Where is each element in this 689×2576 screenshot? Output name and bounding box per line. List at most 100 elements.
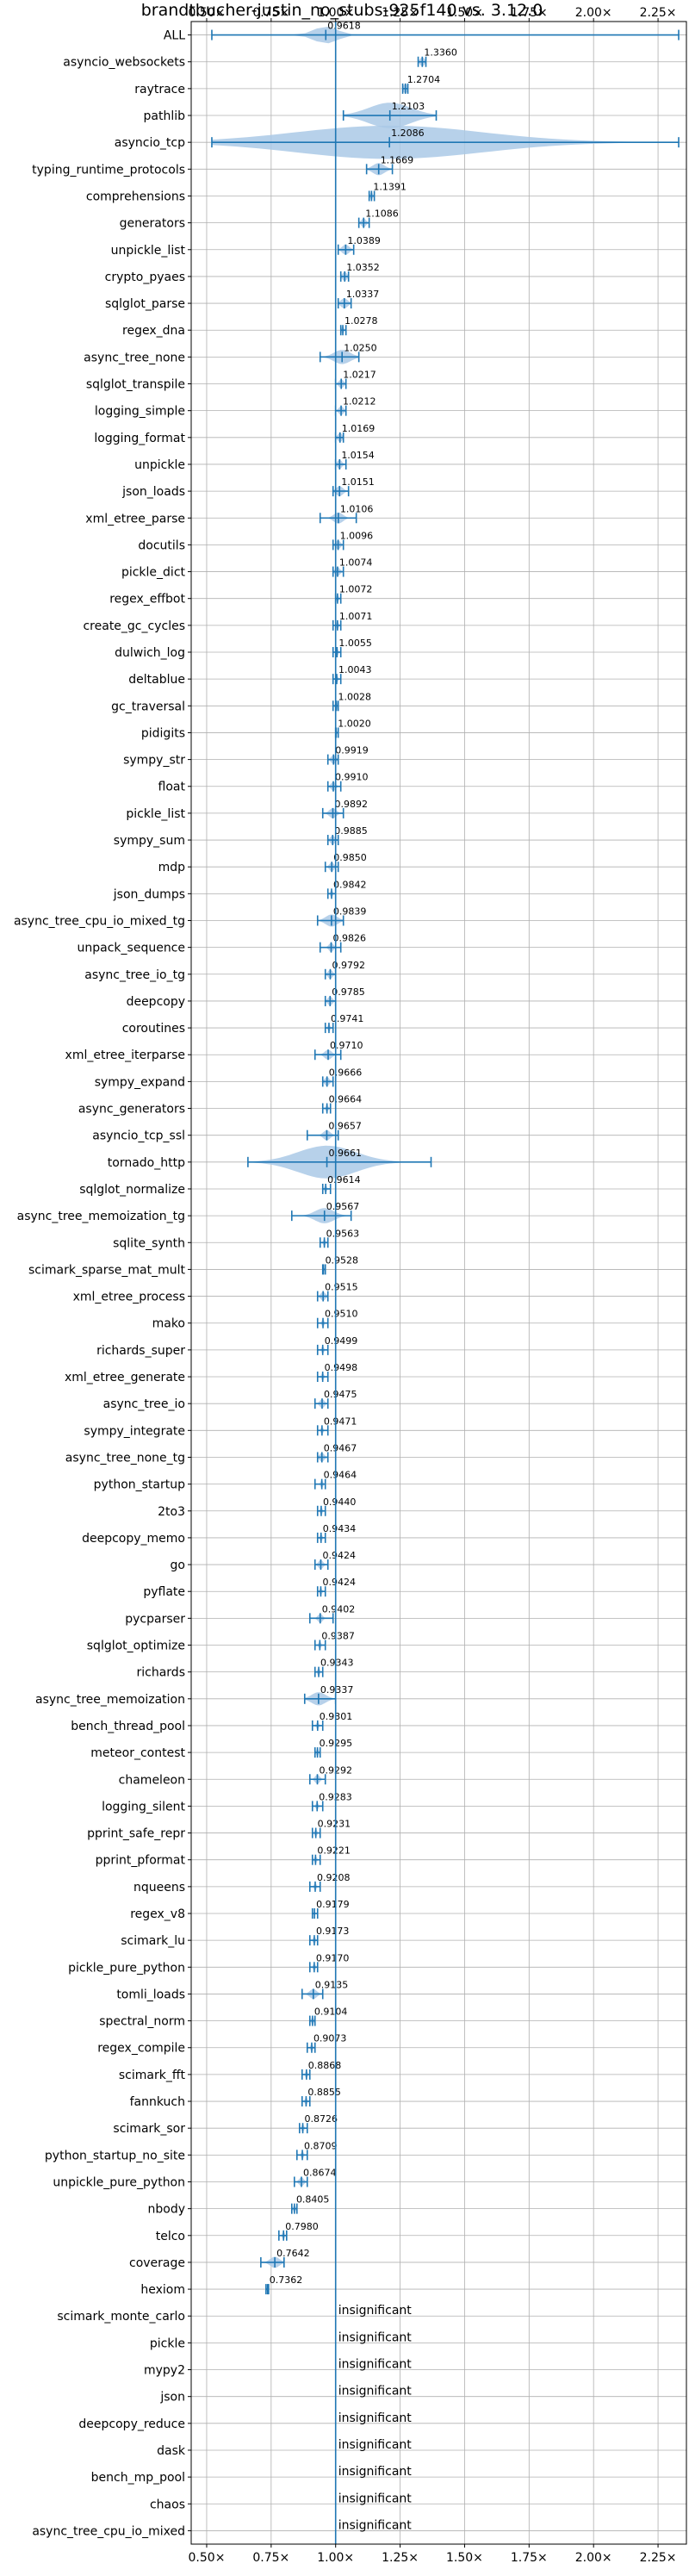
insignificant-label: insignificant [338,2304,413,2318]
value-label: 1.0217 [343,370,376,381]
benchmark-label: coroutines [122,1022,185,1036]
value-label: 1.0212 [343,396,376,408]
benchmark-label: bench_thread_pool [71,1720,185,1733]
benchmark-label: mako [152,1317,185,1331]
benchmark-label: 2to3 [158,1505,185,1519]
benchmark-label: pickle_list [126,807,185,821]
insignificant-label: insignificant [338,2411,413,2425]
value-label: 1.0096 [340,530,374,541]
benchmark-label: pathlib [144,109,186,123]
x-tick-label-bottom: 1.25× [382,2551,419,2565]
value-label: 0.9567 [326,1201,360,1212]
benchmark-label: pprint_pformat [96,1854,186,1868]
benchmark-label: generators [120,217,185,231]
benchmark-label: json_loads [121,485,185,499]
value-label: 0.9337 [320,1684,354,1696]
benchmark-label: pprint_safe_repr [87,1827,185,1841]
value-label: 0.9618 [327,21,361,32]
benchmark-label: deepcopy_reduce [78,2417,185,2431]
benchmark-label: deepcopy_memo [82,1532,185,1546]
x-axis-ticks: 0.50× 0.50× 0.75× 0.75× 1.00× 1.00× 1.25× 1.25×… [188,6,677,2565]
value-label: 1.0055 [338,638,372,649]
value-label: 1.1669 [381,154,414,165]
value-label: 1.2704 [407,74,441,85]
benchmark-label: sqlglot_parse [105,297,185,311]
value-label: 0.8674 [303,2167,337,2178]
benchmark-label: xml_etree_iterparse [65,1048,185,1062]
benchmark-label: scimark_monte_carlo [57,2310,185,2324]
benchmark-label: sqlglot_transpile [86,378,185,392]
value-label: 0.8405 [296,2194,330,2206]
x-tick-label-top: 0.75× [252,6,289,20]
value-label: 1.2086 [391,128,425,139]
benchmark-label: python_startup_no_site [45,2149,185,2162]
benchmark-label: mypy2 [144,2364,185,2378]
benchmark-label: sqlite_synth [113,1236,185,1250]
benchmark-label: pickle_dict [121,566,186,580]
benchmark-label: pickle_pure_python [68,1961,185,1975]
benchmark-label: async_tree_io [103,1397,185,1411]
value-label: 1.0154 [341,450,375,461]
benchmark-label: deltablue [128,673,185,687]
value-label: 0.9402 [322,1603,356,1615]
benchmark-label: python_startup [94,1478,185,1492]
benchmark-label: async_tree_memoization_tg [17,1210,185,1223]
value-label: 0.9528 [326,1254,359,1266]
value-label: 0.9231 [318,1819,351,1830]
benchmark-label: unpickle_pure_python [53,2175,185,2189]
value-label: 1.0072 [339,584,373,595]
value-label: 0.9785 [332,986,365,998]
value-label: 0.7642 [276,2248,310,2259]
value-label: 0.9343 [320,1658,354,1669]
insignificant-label: insignificant [338,2358,413,2372]
insignificant-label: insignificant [338,2492,413,2505]
value-label: 1.0352 [346,262,380,273]
value-label: 0.9104 [314,2007,348,2018]
value-label: 0.9666 [329,1067,363,1078]
value-label: 0.9563 [326,1228,360,1239]
benchmark-label: fannkuch [130,2095,185,2109]
benchmark-label: bench_mp_pool [91,2471,185,2485]
benchmark-label: go [171,1559,185,1572]
benchmark-label: sympy_sum [114,834,185,848]
insignificant-label: insignificant [338,2385,413,2399]
value-label: 1.0151 [341,476,375,488]
benchmark-label: tornado_http [108,1156,185,1170]
benchmark-label: chaos [150,2498,185,2511]
benchmark-label: regex_dna [122,324,185,338]
value-label: 0.9741 [331,1013,364,1024]
benchmark-label: regex_v8 [130,1907,185,1921]
benchmark-label: sqlglot_normalize [79,1183,185,1197]
benchmark-label: async_generators [78,1103,185,1117]
benchmark-label: sqlglot_optimize [87,1640,185,1653]
chart-title: brandtbucher-justin_no_stubs-925f140 vs.… [141,1,543,20]
benchmark-label: sympy_integrate [84,1424,185,1438]
benchmark-label: sympy_expand [95,1075,185,1089]
value-label: 0.9475 [324,1389,357,1400]
value-label: 0.9434 [323,1523,357,1534]
benchmark-label: async_tree_cpu_io_mixed [32,2524,185,2538]
benchmark-label: gc_traversal [111,700,185,713]
value-label: 0.9424 [322,1577,356,1588]
benchmark-label: typing_runtime_protocols [32,163,185,177]
x-tick-label-bottom: 0.50× [189,2551,226,2565]
value-label: 0.9792 [332,960,365,971]
benchmark-label: unpack_sequence [78,942,185,955]
value-label: 0.9910 [335,772,369,783]
insignificant-label: insignificant [338,2465,413,2479]
value-label: 1.0278 [344,315,378,327]
value-label: 0.9208 [317,1872,351,1883]
value-label: 0.8726 [305,2113,338,2125]
benchmark-label: asyncio_tcp [115,136,185,150]
benchmark-label: xml_etree_process [73,1291,185,1304]
benchmark-label: float [158,781,186,794]
value-label: 0.9471 [324,1416,357,1427]
benchmark-label: regex_effbot [109,593,185,607]
value-label: 0.9826 [332,933,366,944]
value-label: 0.9919 [335,745,369,756]
benchmark-label: create_gc_cycles [83,619,185,633]
value-label: 0.9499 [325,1335,358,1347]
value-label: 1.0169 [342,423,376,434]
benchmark-label: async_tree_memoization [35,1693,185,1707]
